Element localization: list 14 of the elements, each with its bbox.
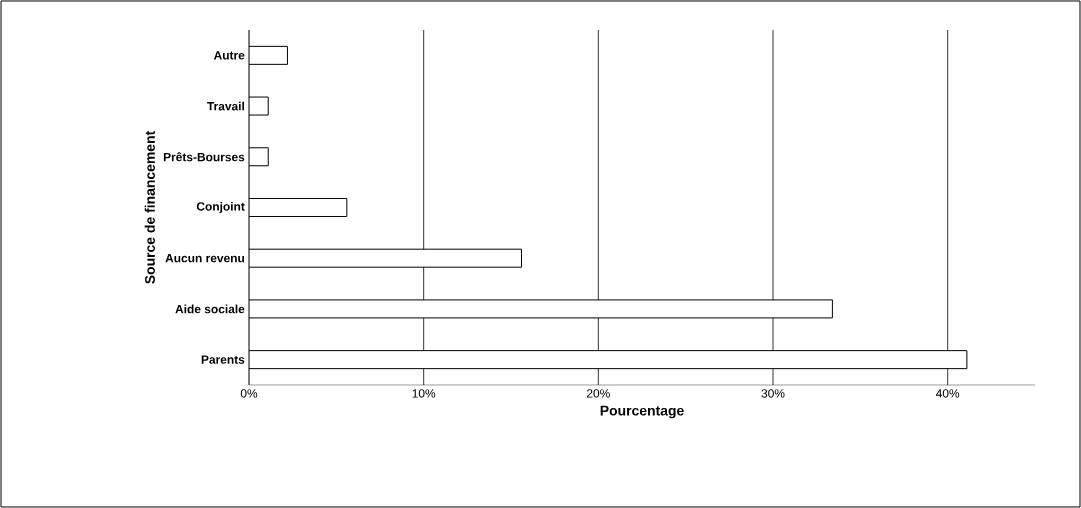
y-tick-label: Parents	[201, 355, 245, 364]
x-tick-label: 40%	[935, 389, 960, 398]
y-tick-label: Conjoint	[196, 201, 245, 214]
x-tick-label: 30%	[761, 389, 785, 398]
x-axis-title: Pourcentage	[600, 405, 684, 419]
x-tick-label: 0%	[240, 389, 258, 398]
x-tick-label: 10%	[412, 389, 436, 398]
x-tick-label: 20%	[586, 389, 610, 398]
y-axis-title: Source de financement	[144, 130, 155, 284]
y-tick-label: Travail	[207, 101, 244, 111]
y-tick-label: Autre	[213, 51, 245, 60]
y-tick-label: Aucun revenu	[165, 254, 245, 263]
y-tick-label: Aide sociale	[175, 304, 245, 314]
y-tick-label: Prêts-Bourses	[163, 152, 245, 162]
